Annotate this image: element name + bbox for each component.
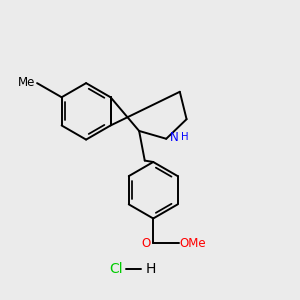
Text: OMe: OMe: [180, 236, 206, 250]
Text: H: H: [181, 132, 188, 142]
Text: O: O: [142, 236, 151, 250]
Text: H: H: [146, 262, 156, 276]
Text: Me: Me: [18, 76, 36, 89]
Text: Cl: Cl: [110, 262, 123, 276]
Text: N: N: [170, 131, 178, 144]
